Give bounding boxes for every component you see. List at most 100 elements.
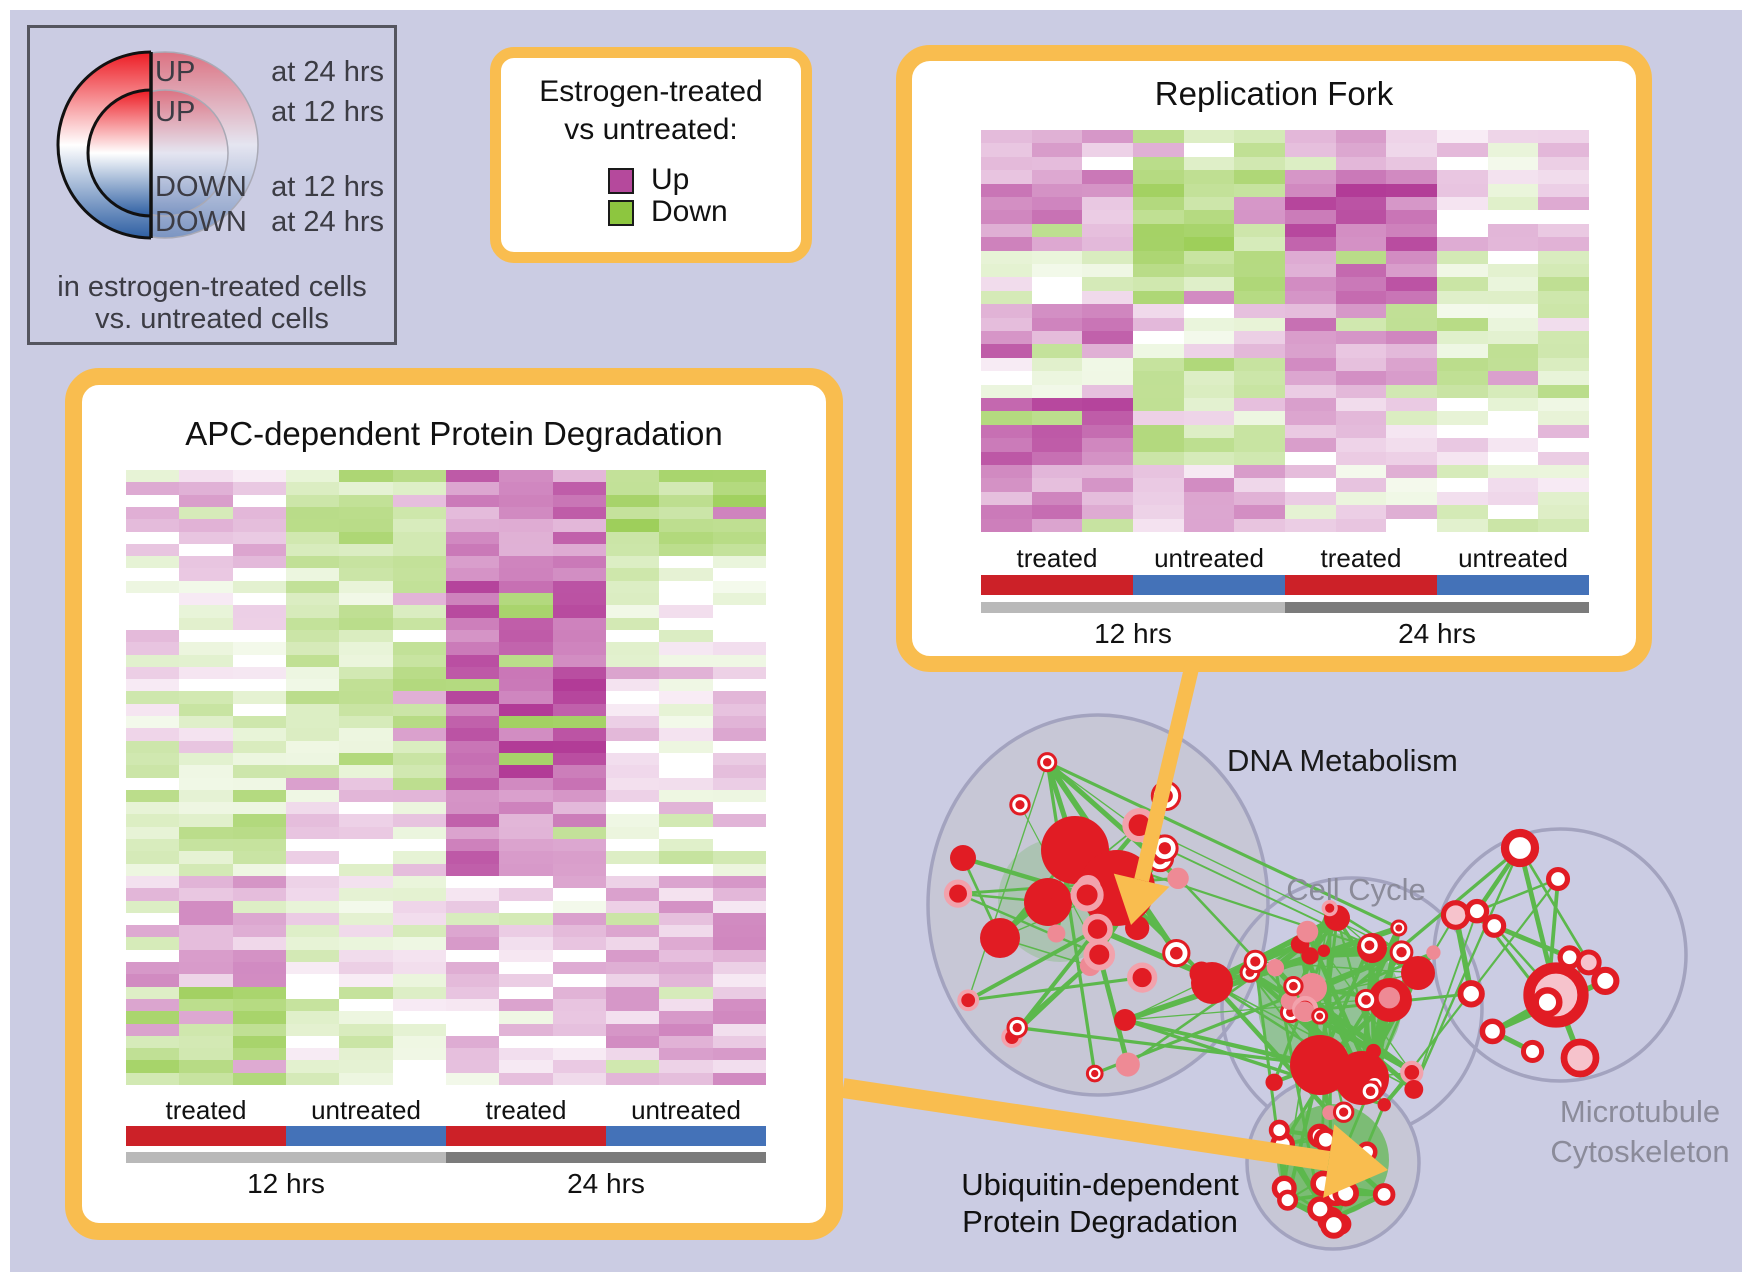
heatmap-cell	[552, 839, 606, 852]
heatmap-cell	[659, 900, 713, 913]
heatmap-cell	[552, 568, 606, 581]
heatmap-cell	[552, 519, 606, 532]
heatmap-cell	[285, 925, 340, 938]
updown-row-time: at 12 hrs	[271, 171, 384, 203]
heatmap-cell	[1031, 438, 1083, 452]
heatmap-cell	[552, 691, 606, 704]
heatmap-cell	[445, 679, 500, 692]
heatmap-cell	[285, 691, 340, 704]
heatmap-cell	[1538, 290, 1589, 305]
heatmap-cell	[1285, 357, 1336, 372]
heatmap-cell	[499, 494, 553, 507]
heatmap-cell	[285, 740, 340, 753]
heatmap-cell	[1285, 156, 1336, 171]
heatmap-cell	[179, 1048, 233, 1061]
heatmap-cell	[1082, 290, 1133, 305]
heatmap-cell	[1183, 491, 1235, 506]
heatmap-cell	[392, 1035, 446, 1049]
heatmap-cell	[285, 851, 340, 864]
heatmap-cell	[552, 814, 606, 827]
heatmap-cell	[339, 617, 393, 630]
up-color-swatch	[608, 168, 634, 194]
heatmap-cell	[1031, 451, 1083, 465]
heatmap-cell	[232, 605, 286, 618]
group-label: untreated	[1154, 543, 1264, 573]
heatmap-cell	[1386, 478, 1437, 492]
heatmap-cell	[339, 1060, 393, 1073]
heatmap-cell	[1437, 357, 1488, 372]
heatmap-cell	[445, 580, 500, 593]
heatmap-cell	[552, 617, 606, 630]
heatmap-cell	[285, 679, 340, 692]
heatmap-cell	[339, 937, 393, 950]
heatmap-cell	[179, 482, 233, 495]
heatmap-cell	[605, 912, 660, 926]
heatmap-cell	[232, 1023, 286, 1036]
heatmap-cell	[659, 593, 713, 606]
heatmap-cell	[1538, 223, 1589, 238]
heatmap-cell	[552, 629, 606, 643]
heatmap-cell	[1335, 505, 1387, 519]
heatmap-cell	[126, 1035, 180, 1049]
heatmap-cell	[605, 740, 660, 753]
heatmap-cell	[1234, 290, 1285, 305]
heatmap-cell	[1437, 304, 1488, 318]
heatmap-cell	[1538, 344, 1589, 358]
heatmap-cell	[232, 740, 286, 753]
updown-footer-line1: in estrogen-treated cells	[57, 271, 367, 303]
heatmap-cell	[1487, 478, 1539, 492]
heatmap-cell	[712, 752, 766, 766]
heatmap-cell	[232, 580, 286, 593]
heatmap-cell	[1285, 210, 1336, 224]
heatmap-cell	[552, 703, 606, 716]
heatmap-cell	[1538, 130, 1589, 144]
heatmap-cell	[285, 593, 340, 606]
heatmap-cell	[339, 728, 393, 741]
heatmap-cell	[1234, 304, 1285, 318]
heatmap-cell	[445, 654, 500, 667]
microtubule-label-line1: Microtubule	[1559, 1094, 1721, 1129]
heatmap-cell	[1133, 143, 1184, 157]
heatmap-cell	[1285, 424, 1336, 439]
heatmap-cell	[552, 998, 606, 1012]
heatmap-cell	[1082, 130, 1133, 144]
heatmap-cell	[232, 888, 286, 901]
heatmap-cell	[126, 777, 180, 790]
apc-panel-title: APC-dependent Protein Degradation	[185, 415, 723, 452]
heatmap-cell	[1538, 397, 1589, 412]
heatmap-cell	[712, 802, 766, 815]
heatmap-cell	[659, 765, 713, 778]
heatmap-cell	[232, 826, 286, 839]
heatmap-cell	[1133, 411, 1184, 425]
heatmap-cell	[339, 506, 393, 520]
heatmap-cell	[552, 1060, 606, 1073]
heatmap-cell	[605, 617, 660, 630]
heatmap-cell	[285, 1035, 340, 1049]
heatmap-cell	[552, 642, 606, 655]
heatmap-cell	[605, 1023, 660, 1036]
heatmap-cell	[179, 666, 233, 680]
heatmap-cell	[285, 937, 340, 950]
heatmap-cell	[1133, 451, 1184, 465]
heatmap-cell	[179, 777, 233, 790]
heatmap-cell	[445, 851, 500, 864]
heatmap-cell	[605, 925, 660, 938]
heatmap-cell	[1234, 438, 1285, 452]
heatmap-cell	[981, 156, 1032, 171]
updown-row-time: at 12 hrs	[271, 96, 384, 128]
heatmap-cell	[1285, 130, 1336, 144]
heatmap-cell	[1031, 237, 1083, 251]
heatmap-cell	[1538, 277, 1589, 291]
heatmap-cell	[1437, 384, 1488, 398]
heatmap-cell	[552, 851, 606, 864]
heatmap-cell	[659, 851, 713, 864]
heatmap-cell	[285, 605, 340, 618]
heatmap-cell	[605, 605, 660, 618]
heatmap-cell	[1335, 277, 1387, 291]
heatmap-cell	[552, 912, 606, 926]
heatmap-cell	[1133, 438, 1184, 452]
heatmap-cell	[499, 679, 553, 692]
heatmap-cell	[552, 605, 606, 618]
heatmap-cell	[126, 765, 180, 778]
heatmap-cell	[712, 962, 766, 975]
